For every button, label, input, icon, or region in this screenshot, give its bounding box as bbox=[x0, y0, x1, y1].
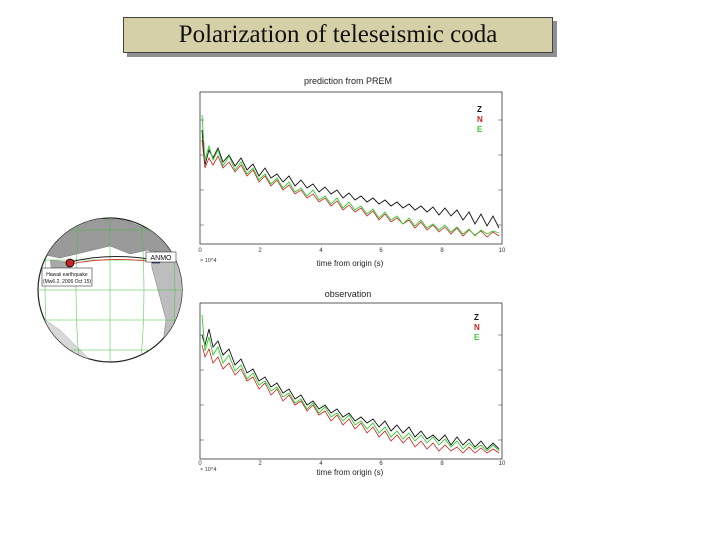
x-tick-6: 6 bbox=[379, 461, 383, 467]
trace-z bbox=[201, 328, 500, 450]
x-tick-4: 4 bbox=[319, 248, 323, 254]
trace-e bbox=[201, 114, 500, 237]
x-tick-labels: 0 2 4 6 8 10 bbox=[198, 461, 506, 467]
x-tick-2: 2 bbox=[258, 461, 262, 467]
x-tick-8: 8 bbox=[440, 248, 444, 254]
x-axis-label: time from origin (s) bbox=[317, 259, 384, 268]
panel-title: prediction from PREM bbox=[304, 76, 392, 86]
legend-n: N bbox=[477, 115, 483, 124]
panel-title: observation bbox=[325, 289, 372, 299]
legend-n: N bbox=[474, 323, 480, 332]
station-label: ANMO bbox=[151, 255, 173, 262]
x-tick-6: 6 bbox=[379, 248, 383, 254]
legend-z: Z bbox=[474, 313, 479, 322]
x-unit: × 10^4 bbox=[200, 258, 217, 264]
plot-frame bbox=[199, 91, 503, 245]
x-tick-0: 0 bbox=[198, 461, 202, 467]
x-tick-10: 10 bbox=[499, 248, 506, 254]
x-tick-8: 8 bbox=[440, 461, 444, 467]
x-unit: × 10^4 bbox=[200, 467, 217, 473]
event-marker bbox=[65, 258, 75, 268]
legend-e: E bbox=[474, 333, 480, 342]
trace-z bbox=[201, 129, 500, 229]
x-tick-0: 0 bbox=[198, 248, 202, 254]
globe-map: ANMO Hawaii earthquake (Mw6.2, 2006 Oct … bbox=[37, 217, 183, 363]
event-label-line1: Hawaii earthquake bbox=[46, 272, 88, 278]
x-tick-4: 4 bbox=[319, 461, 323, 467]
panel-prediction: prediction from PREM Z N E 0 2 4 6 8 10 … bbox=[198, 76, 506, 268]
event-label-line2: (Mw6.2, 2006 Oct 15) bbox=[43, 279, 91, 285]
legend-z: Z bbox=[477, 105, 482, 114]
globe-land bbox=[38, 218, 182, 362]
x-tick-10: 10 bbox=[499, 461, 506, 467]
panel-observation: observation Z N E 0 2 4 6 8 10 × 10^4 ti… bbox=[198, 289, 506, 477]
trace-n bbox=[201, 139, 500, 238]
x-tick-2: 2 bbox=[258, 248, 262, 254]
slide-title: Polarization of teleseismic coda bbox=[178, 21, 498, 48]
x-axis-label: time from origin (s) bbox=[317, 468, 384, 477]
plot-frame bbox=[199, 302, 503, 460]
x-tick-labels: 0 2 4 6 8 10 bbox=[198, 248, 506, 254]
title-box: Polarization of teleseismic coda bbox=[123, 17, 553, 53]
trace-n bbox=[201, 344, 500, 454]
trace-e bbox=[201, 314, 500, 452]
legend-e: E bbox=[477, 125, 483, 134]
